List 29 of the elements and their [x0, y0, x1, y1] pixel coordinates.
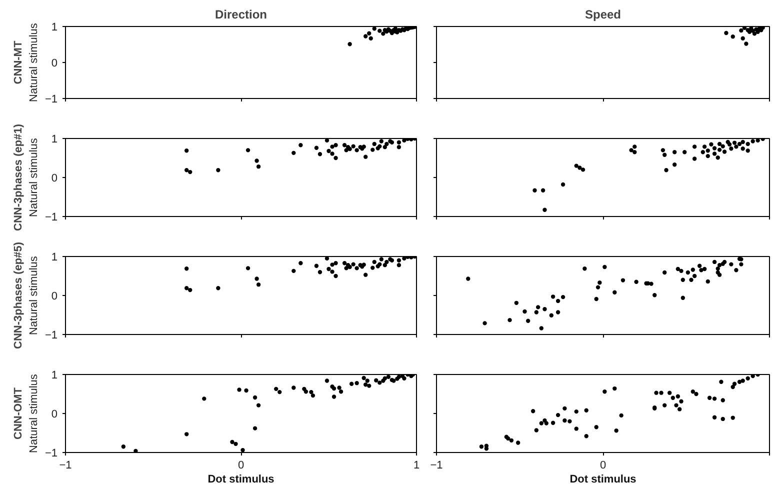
y-tick-label: 0 [51, 58, 58, 70]
x-tick-label: 0 [600, 460, 606, 472]
y-tick-label: 1 [51, 252, 58, 264]
x-tick-label: 1 [413, 460, 420, 472]
y-tick-label: 0 [51, 408, 58, 420]
chart-title: Speed [584, 8, 622, 22]
y-tick-label: 1 [51, 22, 58, 34]
x-tick-label: −1 [59, 460, 72, 472]
y-axis-title: Natural stimulus [28, 256, 40, 335]
y-tick-label: −1 [44, 94, 58, 106]
y-tick-label: −1 [44, 212, 58, 224]
text: CNN-3phases (ep#5) [12, 242, 24, 349]
text: CNN-3phases (ep#1) [12, 124, 24, 231]
y-axis-title: Natural stimulus [28, 138, 40, 217]
x-tick-label: 0 [238, 460, 244, 472]
y-axis-title: Natural stimulus [28, 374, 40, 453]
y-axis-title: Natural stimulus [28, 22, 40, 102]
x-axis-title: Dot stimulus [208, 474, 274, 486]
x-axis-title: Dot stimulus [570, 474, 636, 486]
y-tick-label: −1 [44, 448, 58, 460]
text: CNN-OMT [12, 387, 24, 440]
y-tick-label: 0 [51, 172, 58, 184]
y-tick-label: 1 [51, 370, 58, 382]
y-tick-label: −1 [44, 330, 58, 342]
x-tick-label: −1 [430, 460, 443, 472]
y-tick-label: 0 [51, 290, 58, 302]
text: CNN-MT [12, 40, 24, 84]
y-tick-label: 1 [51, 134, 58, 146]
chart-title: Direction [214, 8, 268, 22]
